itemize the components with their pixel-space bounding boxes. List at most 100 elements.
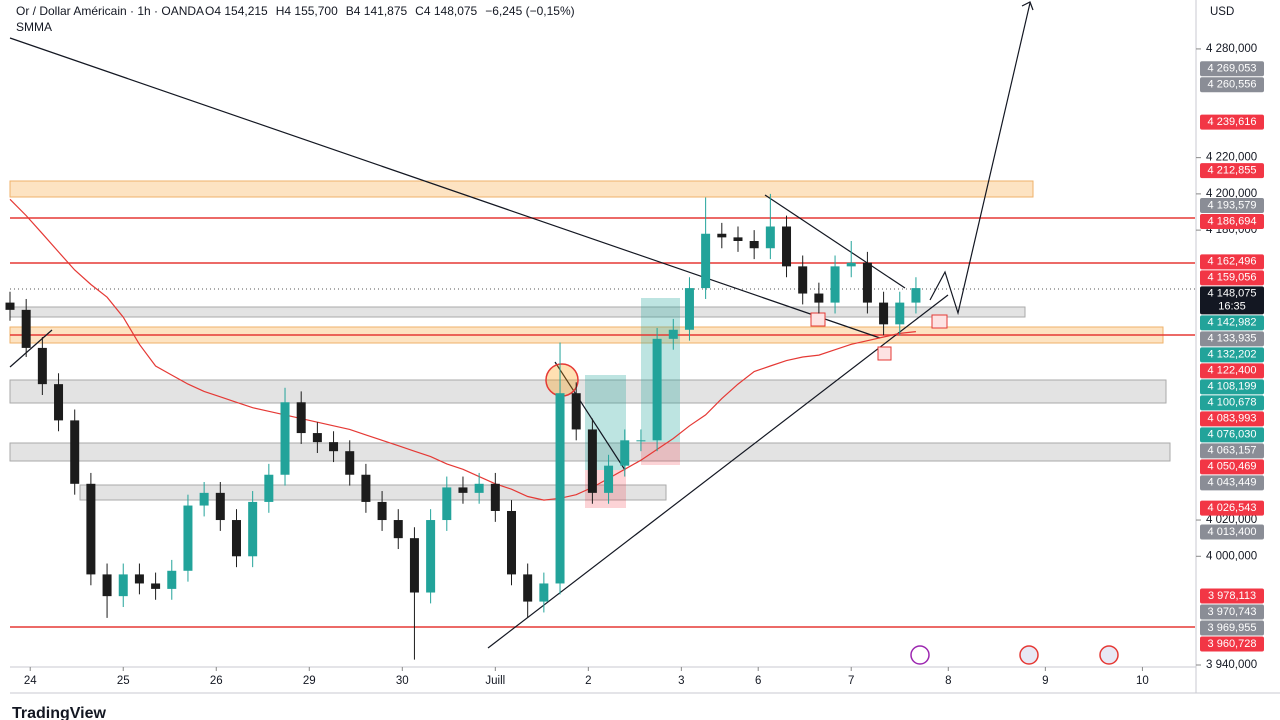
price-tag — [1200, 347, 1264, 363]
price-tag — [1200, 411, 1264, 427]
price-tag — [1200, 315, 1264, 331]
trend-line — [9, 329, 53, 368]
candle-body — [620, 440, 630, 466]
candle-body — [5, 302, 15, 310]
x-tick-label: 24 — [24, 675, 37, 687]
price-tag — [1200, 214, 1264, 230]
price-tag — [1200, 475, 1264, 491]
candle-body — [167, 570, 177, 589]
candle-body — [571, 393, 581, 430]
x-tick-label: 25 — [117, 675, 130, 687]
candle-body — [798, 266, 808, 294]
currency: USD — [1210, 6, 1234, 18]
price-tag-label: 4 239,616 — [1208, 116, 1257, 128]
price-tag-label: 4 212,855 — [1208, 164, 1257, 176]
price-tag — [1200, 286, 1264, 315]
price-tag-label: 4 050,469 — [1208, 461, 1257, 473]
price-tag-label: 4 142,982 — [1208, 317, 1257, 329]
price-tag-label: 4 133,935 — [1208, 333, 1257, 345]
ohlc-value: B4 141,875 — [346, 4, 408, 18]
price-tag — [1200, 395, 1264, 411]
candle-body — [879, 302, 889, 325]
candle-body — [102, 574, 112, 597]
price-tag — [1200, 500, 1264, 516]
highlight-circle — [545, 363, 579, 397]
candle-body — [701, 233, 711, 289]
price-tag — [1200, 524, 1264, 540]
arrow-head — [1021, 1, 1034, 11]
candle-body — [409, 538, 419, 593]
candle-body — [21, 309, 31, 348]
ohlc-value: C4 148,075 — [415, 4, 477, 18]
candle-body — [426, 520, 436, 593]
candle-body — [474, 483, 484, 493]
trend-line — [487, 294, 949, 649]
price-tag — [1200, 379, 1264, 395]
price-tag-label: 4 043,449 — [1208, 477, 1257, 489]
candle-body — [555, 393, 565, 584]
candle-body — [377, 501, 387, 521]
price-tag-label: 4 132,202 — [1208, 349, 1257, 361]
candle-body — [895, 302, 905, 325]
price-tag — [1200, 270, 1264, 286]
indicator-line — [9, 198, 916, 501]
candle-body — [684, 288, 694, 330]
price-tag-label: 3 970,743 — [1208, 606, 1257, 618]
price-tag-label: 4 026,543 — [1208, 502, 1257, 514]
flag-icon — [877, 346, 892, 361]
x-tick-label: 2 — [585, 675, 591, 687]
candle-body — [151, 583, 161, 589]
candle-body — [862, 262, 872, 303]
candle-body — [765, 226, 775, 249]
price-tag-label: 4 260,556 — [1208, 79, 1257, 91]
candle-body — [587, 429, 597, 493]
price-tag-label: 4 162,496 — [1208, 256, 1257, 268]
check-icon — [931, 314, 948, 329]
price-tag-label: 4 193,579 — [1208, 199, 1257, 211]
candle-body — [749, 240, 759, 249]
price-tag-label: 4 063,157 — [1208, 445, 1257, 457]
long-stop — [641, 442, 680, 465]
symbol-title: Or / Dollar Américain · 1h · OANDA — [16, 4, 204, 18]
brand: TradingView — [12, 705, 107, 720]
candle-body — [911, 288, 921, 303]
ohlc-value: H4 155,700 — [276, 4, 338, 18]
trend-line — [9, 37, 881, 339]
price-tag-label: 4 013,400 — [1208, 526, 1257, 538]
candle-body — [393, 520, 403, 539]
gray-zone — [9, 379, 1167, 404]
check-icon — [810, 312, 826, 327]
price-tag-label: 4 076,030 — [1208, 429, 1257, 441]
candle-body — [458, 487, 468, 493]
candle-body — [733, 237, 743, 241]
ohlc-value: O4 154,215 — [205, 4, 268, 18]
candle-body — [782, 226, 792, 267]
price-tag — [1200, 331, 1264, 347]
indicator-name: SMMA — [16, 20, 52, 34]
x-tick-label: 10 — [1136, 675, 1149, 687]
price-tag — [1200, 363, 1264, 379]
price-tag — [1200, 254, 1264, 270]
x-tick-label: 3 — [678, 675, 684, 687]
price-tag-label: 3 978,113 — [1208, 590, 1256, 602]
candle-body — [507, 510, 517, 575]
candle-body — [717, 233, 727, 238]
price-tag-label: 4 148,075 — [1208, 288, 1257, 300]
price-tag-label: 4 083,993 — [1208, 413, 1257, 425]
price-tag-label: 4 159,056 — [1208, 272, 1257, 284]
y-tick-label: 4 220,000 — [1206, 152, 1257, 164]
candle-body — [539, 583, 549, 602]
x-tick-label: 30 — [396, 675, 409, 687]
candle-body — [296, 402, 306, 434]
y-tick-label: 4 280,000 — [1206, 43, 1257, 55]
candle-body — [312, 433, 322, 443]
candle-body — [231, 520, 241, 557]
candle-body — [361, 474, 371, 502]
price-tag — [1200, 163, 1264, 179]
projection-arrow — [929, 2, 1031, 316]
candle-body — [830, 266, 840, 303]
x-tick-label: Juill — [485, 675, 505, 687]
candle-body — [199, 492, 209, 506]
